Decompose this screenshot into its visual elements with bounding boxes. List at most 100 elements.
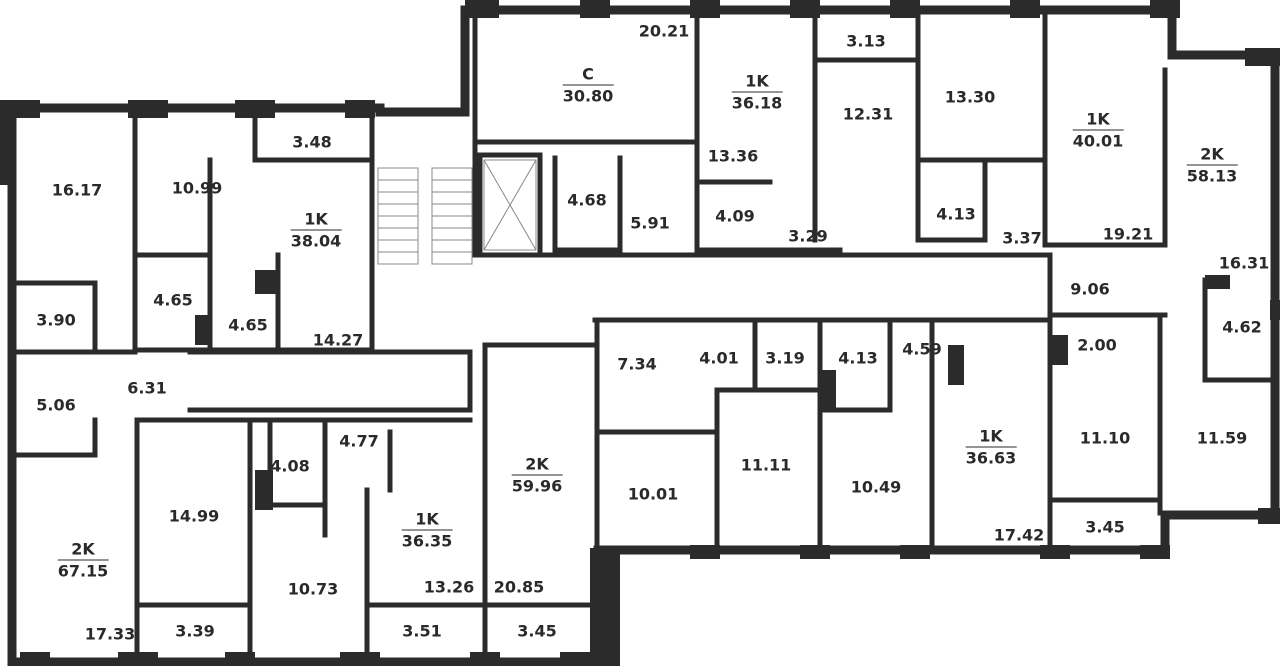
wall-pillar (1050, 335, 1068, 365)
room-area-label: 3.90 (36, 310, 76, 330)
apartment-type: 2K (57, 540, 109, 561)
room-area-label: 6.31 (127, 378, 167, 398)
wall-pillar (948, 345, 964, 385)
apartment-label: 1K 40.01 (1072, 110, 1124, 151)
apartment-area: 67.15 (57, 561, 109, 581)
apartment-type: 2K (1186, 145, 1238, 166)
apartment-label: 2K 59.96 (511, 455, 563, 496)
room-area-label: 14.27 (312, 330, 364, 350)
room-area-label: 3.45 (517, 621, 557, 641)
room-area-label: 20.21 (638, 21, 690, 41)
apartment-area: 58.13 (1186, 166, 1238, 186)
room-area-label: 13.26 (423, 577, 475, 597)
room-area-label: 4.08 (270, 456, 310, 476)
room-area-label: 10.01 (627, 484, 679, 504)
apartment-type: 1K (290, 210, 342, 231)
apartment-type: 1K (401, 510, 453, 531)
wall-pillar (128, 100, 168, 118)
apartment-label: C 30.80 (562, 65, 614, 106)
apartment-area: 36.63 (965, 448, 1017, 468)
room-area-label: 4.13 (838, 348, 878, 368)
wall-pillar (195, 315, 211, 345)
room-area-label: 3.19 (765, 348, 805, 368)
wall-pillar (255, 470, 273, 510)
apartment-type: 1K (965, 427, 1017, 448)
room-area-label: 7.34 (617, 354, 657, 374)
room-area-label: 3.39 (175, 621, 215, 641)
wall-pillar (690, 545, 720, 559)
apartment-type: 1K (731, 72, 783, 93)
apartment-area: 30.80 (562, 86, 614, 106)
wall-pillar (465, 0, 499, 18)
room-area-label: 11.59 (1196, 428, 1248, 448)
room-area-label: 14.99 (168, 506, 220, 526)
staircase-icon (377, 159, 537, 265)
wall-pillar (690, 0, 720, 18)
apartment-label: 1K 36.63 (965, 427, 1017, 468)
apartment-type: C (562, 65, 614, 86)
wall-pillar (1270, 300, 1280, 320)
room-area-label: 2.00 (1077, 335, 1117, 355)
room-area-label: 3.29 (788, 226, 828, 246)
apartment-area: 36.35 (401, 531, 453, 551)
room-area-label: 3.51 (402, 621, 442, 641)
room-area-label: 3.37 (1002, 228, 1042, 248)
wall-pillar (225, 652, 255, 666)
room-area-label: 4.77 (339, 431, 379, 451)
wall-pillar (1205, 275, 1230, 289)
room-area-label: 17.33 (84, 624, 136, 644)
wall-pillar (1258, 508, 1280, 524)
wall-pillar (235, 100, 275, 118)
wall-pillar (790, 0, 820, 18)
room-area-label: 5.06 (36, 395, 76, 415)
room-area-label: 10.49 (850, 477, 902, 497)
room-area-label: 4.68 (567, 190, 607, 210)
apartment-area: 59.96 (511, 476, 563, 496)
room-area-label: 16.17 (51, 180, 103, 200)
wall-pillar (1245, 48, 1280, 66)
room-area-label: 4.62 (1222, 317, 1262, 337)
room-area-label: 3.48 (292, 132, 332, 152)
wall-pillar (1150, 0, 1180, 18)
wall-pillar (1010, 0, 1040, 18)
room-area-label: 3.45 (1085, 517, 1125, 537)
apartment-label: 1K 36.18 (731, 72, 783, 113)
wall-pillar (590, 548, 620, 666)
wall-pillar (345, 100, 375, 118)
room-area-label: 4.01 (699, 348, 739, 368)
room-area-label: 17.42 (993, 525, 1045, 545)
wall-pillar (900, 545, 930, 559)
room-area-label: 4.65 (228, 315, 268, 335)
room-area-label: 9.06 (1070, 279, 1110, 299)
room-area-label: 16.31 (1218, 253, 1270, 273)
room-area-label: 4.13 (936, 204, 976, 224)
apartment-area: 40.01 (1072, 131, 1124, 151)
room-area-label: 3.13 (846, 31, 886, 51)
apartment-label: 1K 38.04 (290, 210, 342, 251)
apartment-type: 1K (1072, 110, 1124, 131)
room-area-label: 19.21 (1102, 224, 1154, 244)
wall-pillar (470, 652, 500, 666)
wall-pillar (1140, 545, 1170, 559)
wall-pillar (20, 652, 50, 666)
room-area-label: 11.10 (1079, 428, 1131, 448)
wall-pillar (800, 545, 830, 559)
room-area-label: 13.36 (707, 146, 759, 166)
wall-pillar (340, 652, 380, 666)
apartment-label: 2K 58.13 (1186, 145, 1238, 186)
room-area-label: 20.85 (493, 577, 545, 597)
wall-pillar (820, 370, 836, 410)
room-area-label: 4.09 (715, 206, 755, 226)
wall-pillar (255, 270, 279, 294)
wall-pillar (118, 652, 158, 666)
apartment-area: 36.18 (731, 93, 783, 113)
room-area-label: 5.91 (630, 213, 670, 233)
room-area-label: 11.11 (740, 455, 792, 475)
room-area-label: 4.65 (153, 290, 193, 310)
room-area-label: 10.73 (287, 579, 339, 599)
wall-pillar (1040, 545, 1070, 559)
room-area-label: 12.31 (842, 104, 894, 124)
apartment-label: 1K 36.35 (401, 510, 453, 551)
